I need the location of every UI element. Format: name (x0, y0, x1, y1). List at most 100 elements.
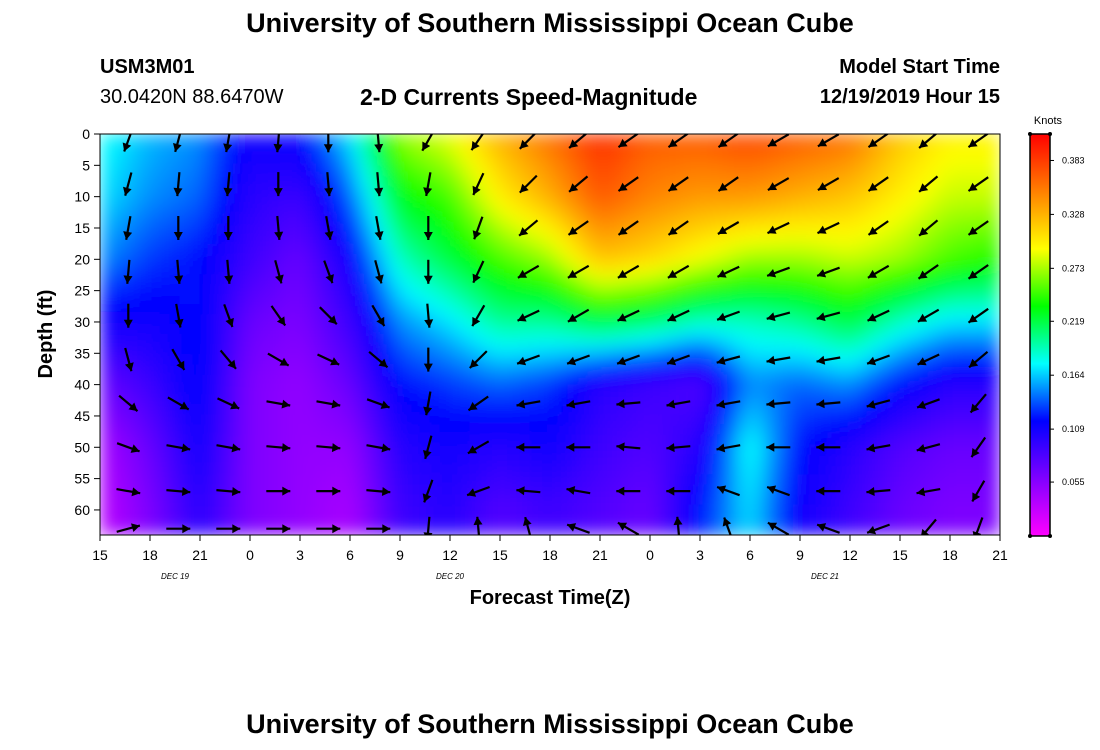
heatmap-cell (479, 334, 491, 346)
heatmap-cell (609, 253, 621, 265)
heatmap-cell (719, 414, 731, 426)
heatmap-cell (149, 143, 161, 155)
heatmap-cell (399, 474, 411, 486)
heatmap-cell (979, 364, 991, 376)
heatmap-cell (539, 524, 551, 535)
heatmap-cell (899, 183, 911, 195)
heatmap-cell (679, 334, 691, 346)
heatmap-cell (559, 293, 571, 305)
heatmap-cell (109, 263, 121, 275)
heatmap-cell (799, 464, 811, 476)
heatmap-cell (849, 313, 861, 325)
heatmap-cell (529, 163, 541, 175)
heatmap-cell (679, 454, 691, 466)
heatmap-cell (239, 273, 251, 285)
heatmap-cell (259, 203, 271, 215)
heatmap-cell (519, 143, 531, 155)
heatmap-cell (249, 263, 261, 275)
heatmap-cell (459, 253, 471, 265)
heatmap-cell (759, 504, 771, 516)
heatmap-cell (939, 213, 951, 225)
heatmap-cell (849, 134, 861, 145)
heatmap-cell (289, 253, 301, 265)
heatmap-cell (169, 313, 181, 325)
chart-title: 2-D Currents Speed-Magnitude (360, 84, 698, 110)
heatmap-cell (189, 364, 201, 376)
heatmap-cell (179, 183, 191, 195)
heatmap-cell (249, 364, 261, 376)
heatmap-cell (100, 203, 111, 215)
heatmap-cell (969, 334, 981, 346)
heatmap-cell (789, 374, 801, 386)
heatmap-cell (789, 203, 801, 215)
heatmap-cell (109, 193, 121, 205)
heatmap-cell (449, 364, 461, 376)
heatmap-cell (459, 464, 471, 476)
heatmap-cell (359, 404, 371, 416)
current-vector (523, 516, 532, 535)
heatmap-cell (409, 494, 421, 506)
heatmap-cell (689, 313, 701, 325)
heatmap-cell (679, 273, 691, 285)
heatmap-cell (609, 404, 621, 416)
heatmap-cell (869, 384, 881, 396)
heatmap-cell (189, 153, 201, 165)
heatmap-cell (159, 524, 171, 535)
heatmap-cell (689, 404, 701, 416)
heatmap-cell (359, 414, 371, 426)
heatmap-cell (119, 374, 131, 386)
heatmap-cell (129, 143, 141, 155)
heatmap-cell (879, 404, 891, 416)
heatmap-cell (889, 163, 901, 175)
heatmap-cell (179, 454, 191, 466)
heatmap-cell (169, 394, 181, 406)
x-tick-label: 21 (592, 547, 608, 563)
heatmap-cell (199, 163, 211, 175)
heatmap-cell (579, 344, 591, 356)
heatmap-cell (539, 183, 551, 195)
heatmap-cell (709, 223, 721, 235)
heatmap-cell (779, 484, 791, 496)
heatmap-cell (459, 183, 471, 195)
heatmap-cell (979, 484, 991, 496)
heatmap-cell (199, 464, 211, 476)
heatmap-cell (839, 494, 851, 506)
heatmap-cell (239, 213, 251, 225)
current-vector (617, 309, 640, 322)
heatmap-cell (449, 474, 461, 486)
heatmap-cell (579, 163, 591, 175)
heatmap-cell (229, 434, 241, 446)
heatmap-cell (659, 394, 671, 406)
heatmap-cell (209, 454, 221, 466)
heatmap-cell (199, 394, 211, 406)
heatmap-cell (319, 384, 331, 396)
heatmap-cell (899, 223, 911, 235)
heatmap-cell (549, 504, 561, 516)
heatmap-cell (639, 344, 651, 356)
heatmap-cell (809, 213, 821, 225)
heatmap-cell (939, 303, 951, 315)
heatmap-cell (219, 454, 231, 466)
heatmap-cell (159, 233, 171, 245)
current-vector (324, 172, 334, 197)
heatmap-cell (779, 313, 791, 325)
heatmap-cell (769, 203, 781, 215)
heatmap-cell (709, 253, 721, 265)
current-vector (374, 260, 384, 284)
heatmap-cell (339, 444, 351, 456)
heatmap-cell (109, 313, 121, 325)
heatmap-cell (559, 404, 571, 416)
heatmap-cell (369, 193, 381, 205)
heatmap-cell (979, 454, 991, 466)
y-tick-label: 30 (74, 314, 90, 330)
heatmap-cell (749, 354, 761, 366)
heatmap-cell (489, 494, 501, 506)
heatmap-cell (199, 404, 211, 416)
current-vector (816, 311, 841, 322)
heatmap-cell (829, 334, 841, 346)
heatmap-cell (989, 143, 1000, 155)
heatmap-cell (369, 293, 381, 305)
heatmap-cell (889, 283, 901, 295)
heatmap-cell (649, 303, 661, 315)
heatmap-cell (419, 313, 431, 325)
